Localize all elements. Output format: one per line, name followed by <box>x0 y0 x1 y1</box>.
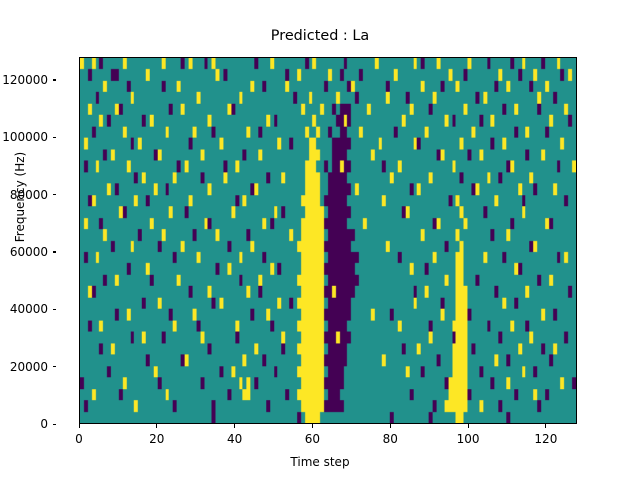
x-tick-label: 60 <box>304 432 321 446</box>
y-tick-mark <box>52 194 56 196</box>
y-tick-mark <box>52 423 56 425</box>
y-tick-label: 20000 <box>9 359 48 374</box>
x-tick-label: 40 <box>226 432 243 446</box>
x-tick-mark <box>311 424 314 428</box>
x-tick-mark <box>467 424 469 428</box>
y-tick-label: 40000 <box>9 302 48 317</box>
x-tick-mark <box>389 424 391 428</box>
x-axis-label: Time step <box>290 455 350 469</box>
y-tick-mark <box>52 366 56 368</box>
x-tick-mark <box>234 424 236 428</box>
plot-area <box>79 57 577 424</box>
y-tick-label: 100000 <box>2 130 48 145</box>
x-tick-mark <box>78 424 80 428</box>
x-tick-label: 80 <box>382 432 398 446</box>
x-tick-label: 120 <box>534 432 558 446</box>
x-tick-mark <box>545 424 547 428</box>
page-title: Predicted : La <box>270 28 370 44</box>
y-tick-label: 0 <box>40 417 48 431</box>
x-tick-mark <box>156 424 158 428</box>
y-tick-mark <box>52 136 56 138</box>
y-tick-label: 80000 <box>9 187 48 202</box>
heatmap-image <box>80 58 576 423</box>
y-tick-mark <box>52 251 56 253</box>
y-tick-mark <box>52 79 56 81</box>
y-tick-label: 60000 <box>9 244 48 259</box>
x-tick-label: 100 <box>456 432 480 446</box>
y-tick-label: 120000 <box>2 72 48 87</box>
x-tick-label: 0 <box>75 432 83 446</box>
x-tick-label: 20 <box>149 432 165 446</box>
y-tick-mark <box>52 308 56 310</box>
